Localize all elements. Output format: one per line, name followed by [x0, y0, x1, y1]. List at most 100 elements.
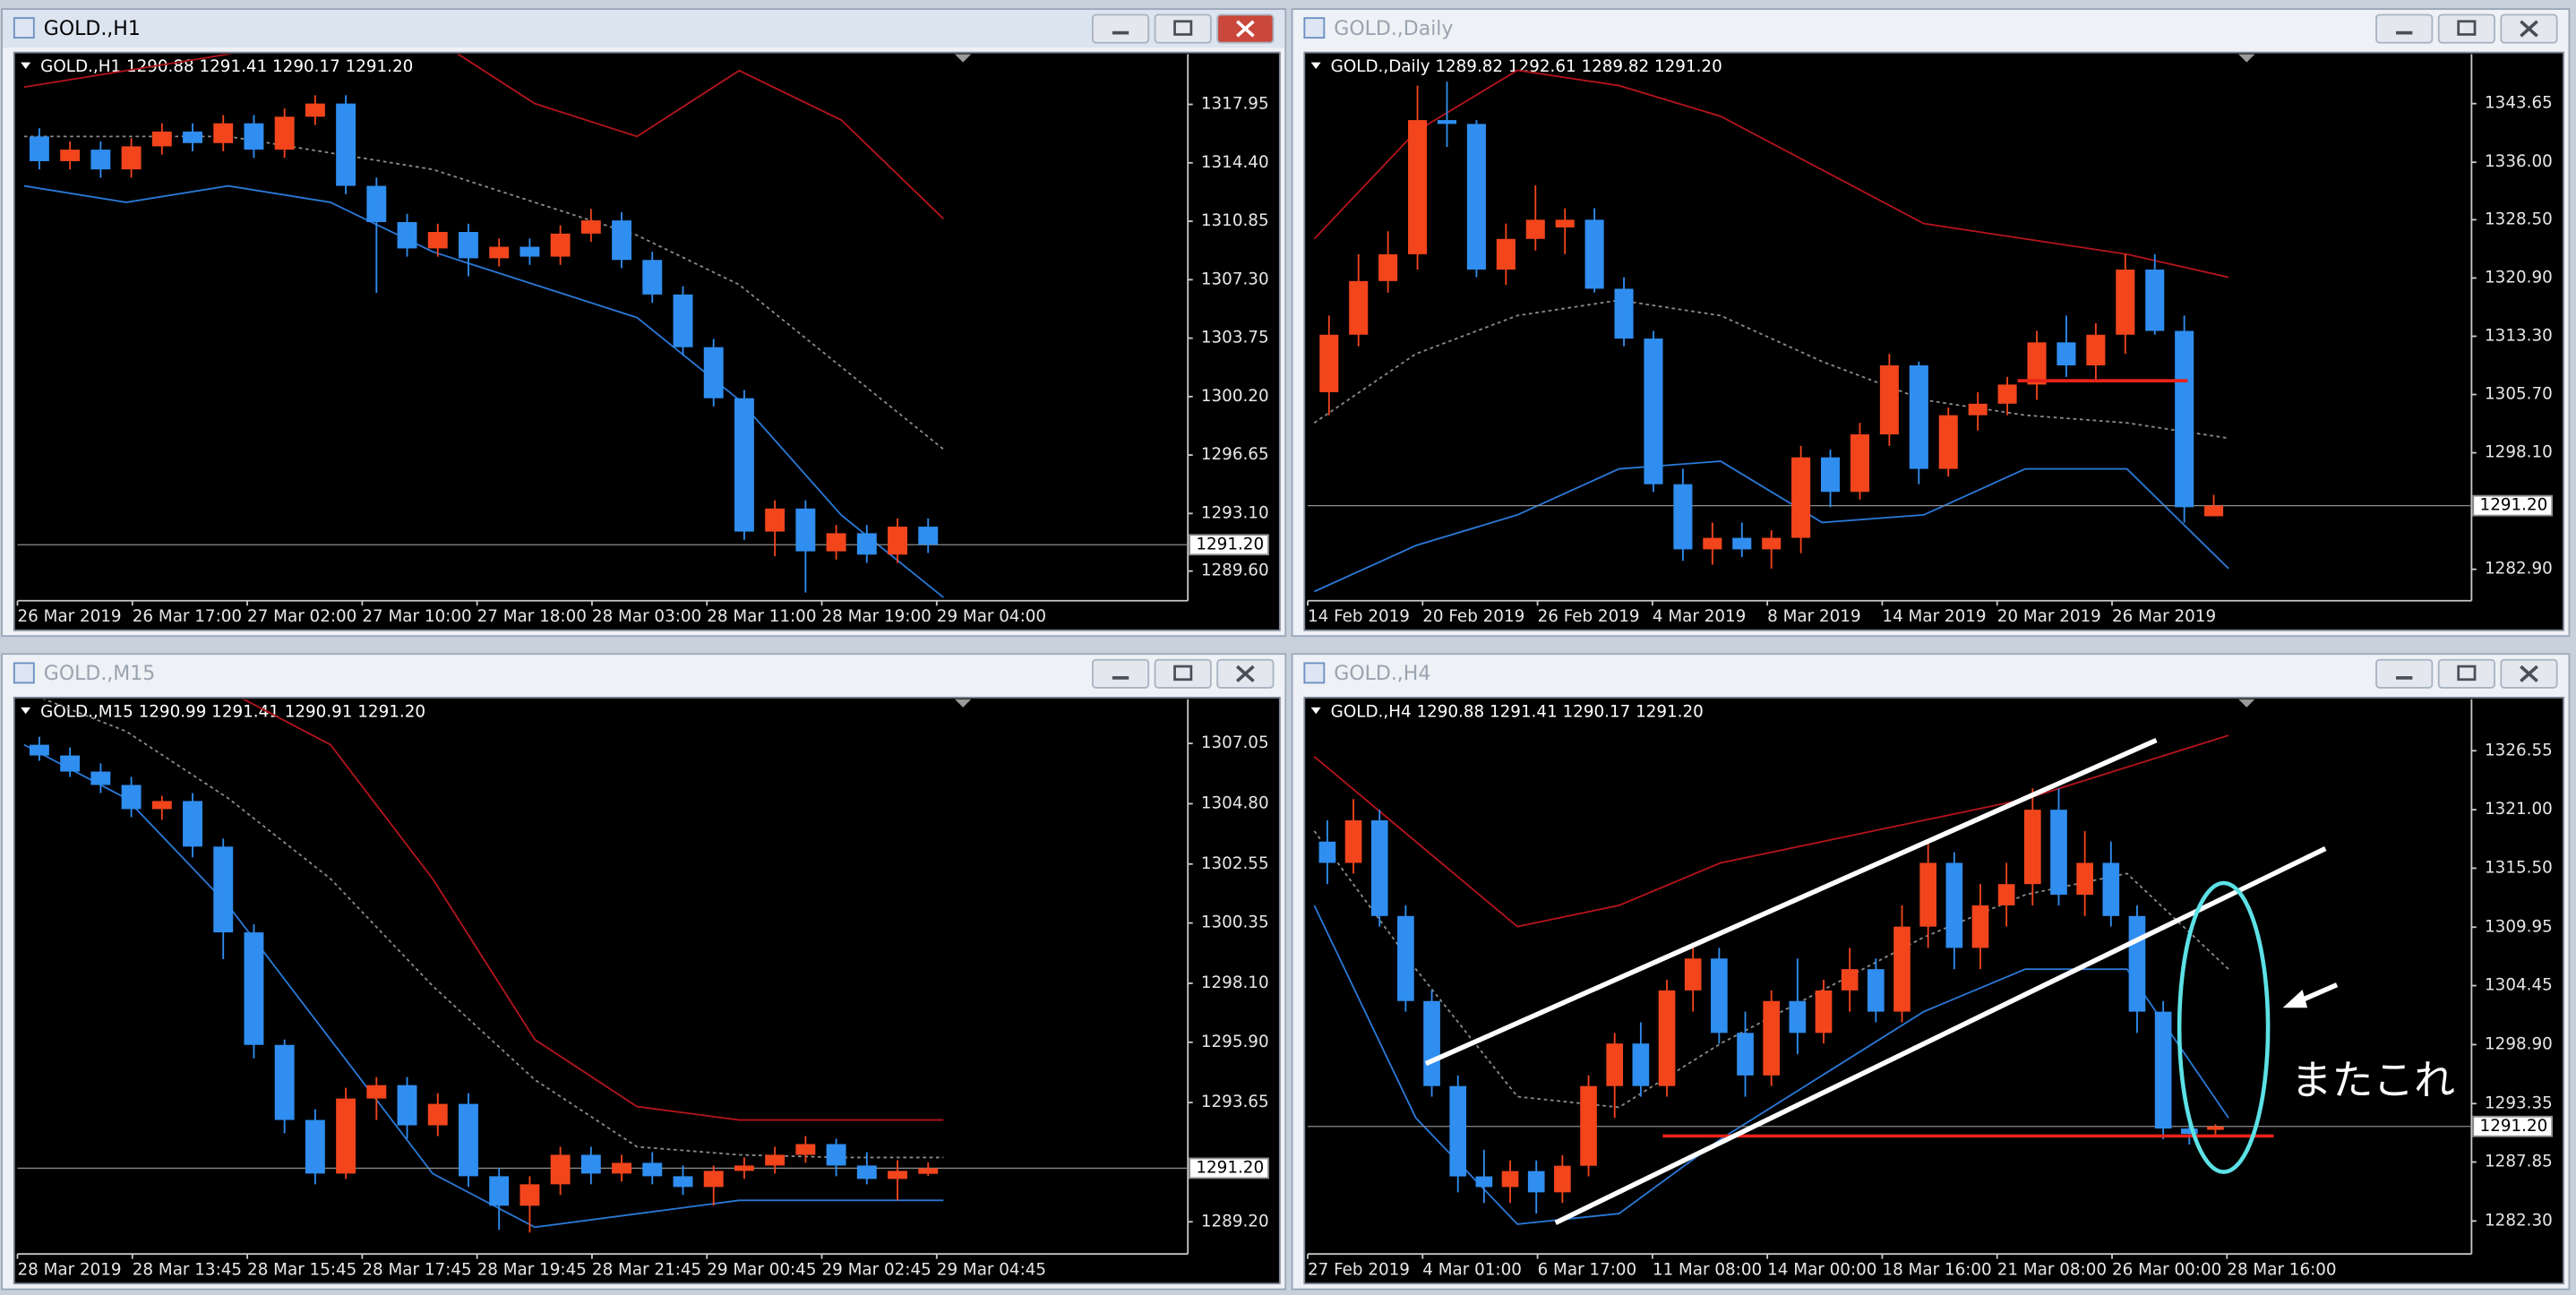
chart-window[interactable]: GOLD.,Daily GOLD.,Daily 1289.82 1292.61 1…	[1291, 8, 2571, 638]
candle-body	[336, 103, 356, 186]
maximize-button[interactable]	[1154, 13, 1212, 44]
candle-body	[1703, 537, 1722, 550]
candle-body	[642, 1162, 663, 1177]
candle-body	[427, 232, 448, 249]
candle-body	[90, 150, 111, 170]
button-glyph	[1112, 30, 1129, 35]
candle-body	[1879, 364, 1899, 435]
price-tick-label: 1293.35	[2485, 1093, 2553, 1112]
candle-body	[1893, 926, 1911, 1012]
chart-area	[1303, 696, 2564, 1285]
candle-body	[60, 755, 81, 772]
price-tick-label: 1305.70	[2485, 385, 2553, 404]
bollinger-band	[23, 743, 944, 1229]
time-tick-label: 26 Mar 2019	[17, 607, 121, 626]
candle-body	[1938, 415, 1958, 469]
bollinger-band	[1313, 734, 2229, 928]
candle-body	[856, 1165, 877, 1179]
minimize-button[interactable]	[1091, 13, 1150, 44]
candle-body	[1318, 841, 1336, 863]
candle-body	[918, 527, 939, 545]
candle-body	[2175, 330, 2194, 508]
plot	[17, 699, 1189, 1233]
price-tick-label: 1307.30	[1201, 270, 1269, 288]
candle-body	[29, 744, 49, 756]
candle-body	[703, 347, 724, 399]
candle-body	[1501, 1171, 1519, 1188]
chart-windows: GOLD.,H1 GOLD.,H1 1290.88 1291.41 1290.17…	[1, 8, 2571, 1291]
candle-body	[489, 1176, 510, 1206]
candle-body	[60, 150, 81, 161]
candle-body	[550, 233, 571, 257]
candle-body	[459, 232, 478, 259]
candle-body	[366, 185, 387, 222]
bollinger-band	[23, 54, 944, 219]
candle-body	[1737, 1033, 1754, 1076]
candle-body	[519, 246, 540, 257]
candle-body	[1614, 288, 1634, 339]
window-icon	[13, 17, 35, 39]
time-tick-label: 18 Mar 16:00	[1882, 1261, 1991, 1280]
time-tick-label: 28 Mar 15:45	[247, 1261, 356, 1280]
price-tick-label: 1328.50	[2485, 210, 2553, 228]
candle-body	[489, 246, 510, 259]
minimize-button[interactable]	[2375, 13, 2434, 44]
current-price-label: 1291.20	[2480, 496, 2548, 515]
candle-body	[121, 146, 142, 170]
maximize-button[interactable]	[1154, 658, 1212, 689]
chart-menu-arrow[interactable]	[1310, 707, 1321, 715]
chart-window[interactable]: GOLD.,M15 GOLD.,M15 1290.99 1291.41 1290.…	[1, 653, 1287, 1291]
maximize-button[interactable]	[2437, 13, 2495, 44]
candle-body	[795, 508, 816, 552]
chart-window[interactable]: GOLD.,H1 GOLD.,H1 1290.88 1291.41 1290.17…	[1, 8, 1287, 638]
chart-menu-arrow[interactable]	[1310, 62, 1321, 69]
price-tick-label: 1298.90	[2485, 1034, 2553, 1053]
candle-body	[1423, 1000, 1440, 1086]
minimize-button[interactable]	[2375, 658, 2434, 689]
time-tick-label: 14 Feb 2019	[1308, 607, 1410, 626]
plot	[1307, 734, 2472, 1225]
button-glyph	[1235, 665, 1255, 682]
maximize-button[interactable]	[2437, 658, 2495, 689]
candle-body	[856, 533, 877, 555]
current-price-box	[1189, 1157, 1269, 1179]
price-tick-label: 1295.90	[1201, 1033, 1269, 1051]
minimize-button[interactable]	[1091, 658, 1150, 689]
chart-window[interactable]: GOLD.,H4 GOLD.,H4 1290.88 1291.41 1290.17…	[1291, 653, 2571, 1291]
current-price-box	[2472, 494, 2554, 517]
window-icon	[1303, 662, 1326, 684]
candle-body	[1850, 434, 1870, 493]
time-tick-label: 26 Feb 2019	[1538, 607, 1640, 626]
candle-body	[1971, 905, 1989, 948]
chart-menu-arrow[interactable]	[21, 62, 31, 69]
candle-body	[1525, 219, 1545, 239]
time-tick-label: 27 Mar 18:00	[477, 607, 587, 626]
time-tick-label: 27 Feb 2019	[1308, 1261, 1410, 1280]
candle-body	[305, 103, 325, 117]
price-tick-label: 1287.85	[2485, 1153, 2553, 1171]
window-title: GOLD.,M15	[44, 663, 155, 685]
candle-body	[1815, 990, 1833, 1033]
time-tick-label: 26 Mar 17:00	[133, 607, 242, 626]
candle-body	[550, 1154, 571, 1185]
candle-body	[1658, 990, 1676, 1086]
time-tick-label: 27 Mar 10:00	[362, 607, 471, 626]
candle-body	[2027, 342, 2047, 385]
time-tick-label: 4 Mar 01:00	[1422, 1261, 1522, 1280]
chart-menu-arrow[interactable]	[21, 707, 31, 715]
time-tick-label: 28 Mar 2019	[17, 1261, 121, 1280]
price-tick-label: 1300.35	[1201, 913, 1269, 932]
candle-body	[1763, 1000, 1781, 1076]
candle-body	[580, 220, 601, 234]
candle-body	[274, 116, 295, 150]
time-tick-label: 28 Mar 11:00	[707, 607, 816, 626]
candle-body	[366, 1085, 387, 1099]
price-tick-label: 1310.85	[1201, 211, 1269, 230]
candle-body	[519, 1184, 540, 1206]
candle-body	[1945, 862, 1963, 948]
bollinger-band	[23, 135, 944, 450]
candle-body	[90, 771, 111, 785]
current-price-box	[1189, 534, 1269, 556]
price-tick-label: 1298.10	[1201, 973, 1269, 992]
scroll-marker	[2238, 699, 2255, 708]
